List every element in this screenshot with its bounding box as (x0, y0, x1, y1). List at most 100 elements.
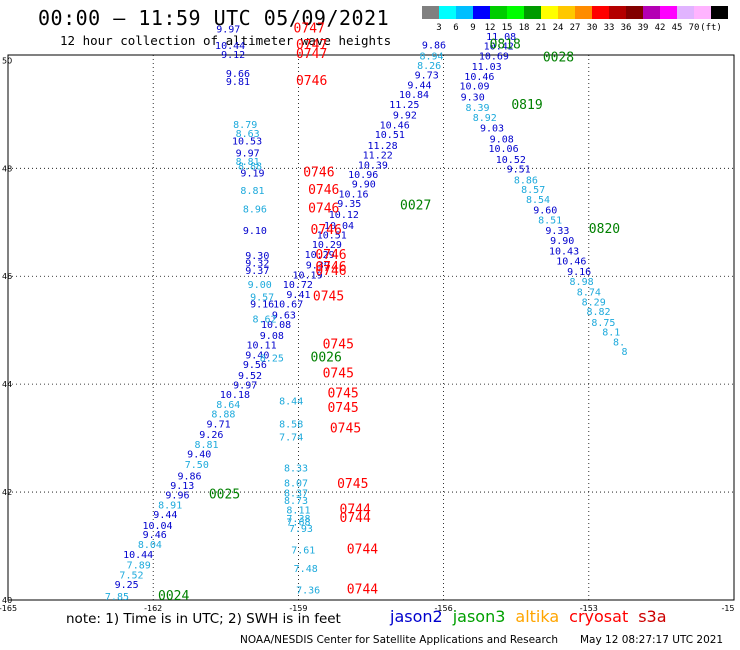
latitude-tick-label: 44 (2, 380, 12, 389)
latitude-tick-label: 50 (2, 56, 12, 65)
pass-time-label: 0025 (209, 488, 240, 503)
wave-height-value: 10.39 (358, 160, 388, 171)
color-swatch (609, 6, 626, 19)
pass-time-label: 0744 (347, 543, 378, 558)
wave-height-value: 9.10 (243, 226, 267, 237)
wave-height-value: 9.86 (178, 472, 202, 483)
wave-height-value: 8 (621, 347, 627, 358)
wave-height-value: 10.84 (399, 90, 429, 101)
generation-time: May 12 08:27:17 UTC 2021 (580, 634, 724, 646)
pass-time-label: 0747 (296, 38, 327, 53)
wave-height-value: 9.86 (422, 41, 446, 52)
wave-height-value: 9.44 (153, 510, 177, 521)
pass-time-label: 0747 (294, 21, 325, 36)
wave-height-value: 9.26 (199, 430, 223, 441)
longitude-tick-label: -15 (721, 604, 734, 613)
pass-time-label: 0819 (511, 98, 542, 113)
color-swatch (473, 6, 490, 19)
wave-height-value: 9.32 (245, 259, 269, 270)
wave-height-value: 10.52 (496, 155, 526, 166)
wave-height-value: 8.39 (465, 103, 489, 114)
color-swatch (677, 6, 694, 19)
wave-height-value: 10.44 (123, 550, 153, 561)
pass-time-label: 0745 (313, 290, 344, 305)
wave-height-value: 8.92 (473, 113, 497, 124)
color-swatch (558, 6, 575, 19)
wave-height-value: 9.51 (507, 165, 531, 176)
wave-height-value: 10.72 (283, 280, 313, 291)
wave-height-value: 9.33 (545, 226, 569, 237)
wave-height-value: 8.81 (240, 186, 264, 197)
mission-altika: altika (515, 607, 560, 626)
map-frame (7, 54, 735, 601)
wave-height-value: 9.13 (170, 481, 194, 492)
wave-height-value: 9.90 (352, 180, 376, 191)
wave-height-value: 8.86 (514, 175, 538, 186)
pass-time-label: 0818 (490, 38, 521, 53)
wave-height-value: 9.73 (415, 71, 439, 82)
pass-time-label: 0026 (311, 350, 342, 365)
wave-height-value: 10.42 (484, 42, 514, 53)
longitude-tick-label: -165 (0, 604, 17, 613)
wave-height-value: 10.44 (215, 41, 245, 52)
pass-time-label: 0024 (158, 589, 189, 604)
wave-height-value: 9.56 (243, 360, 267, 371)
latitude-tick-label: 42 (2, 488, 12, 497)
mission-legend: jason2 jason3 altika cryosat s3a (390, 607, 677, 626)
color-swatch (592, 6, 609, 19)
wave-height-value: 10.96 (348, 170, 378, 181)
map-subtitle: 12 hour collection of altimeter wave hei… (60, 33, 392, 48)
wave-height-value: 8.54 (526, 195, 550, 206)
color-scale-label: 15 (501, 23, 513, 33)
latitude-tick-label: 40 (2, 596, 12, 605)
wave-height-value: 8.62 (253, 315, 277, 326)
color-swatch (524, 6, 541, 19)
pass-time-label: 0028 (543, 50, 574, 65)
pass-time-label: 0745 (327, 401, 358, 416)
wave-height-value: 7.61 (291, 546, 315, 557)
map-title: 00:00 – 11:59 UTC 05/09/2021 (38, 6, 390, 30)
longitude-tick-label: -159 (289, 604, 307, 613)
units-note: note: 1) Time is in UTC; 2) SWH is in fe… (66, 611, 341, 627)
wave-height-value: 10.08 (261, 320, 291, 331)
mission-cryosat: cryosat (569, 607, 629, 626)
wave-height-value: 9.97 (216, 24, 240, 35)
wave-height-value: 8.29 (582, 297, 606, 308)
wave-height-value: 9.37 (245, 266, 269, 277)
wave-height-value: 9.00 (248, 280, 272, 291)
wave-height-value: 9.57 (250, 293, 274, 304)
color-scale-label: 9 (470, 23, 476, 33)
color-swatch (422, 6, 439, 19)
wave-height-value: 11.28 (368, 141, 398, 152)
mission-s3a: s3a (638, 607, 667, 626)
wave-height-value: 7.89 (127, 561, 151, 572)
wave-height-value: 9.44 (407, 80, 431, 91)
pass-time-label: 0746 (303, 165, 334, 180)
credit-text: NOAA/NESDIS Center for Satellite Applica… (240, 634, 558, 646)
wave-height-value: 8.94 (420, 51, 444, 62)
wave-height-value: 8.75 (591, 318, 615, 329)
pass-time-label: 0744 (340, 511, 371, 526)
wave-height-value: 7.74 (279, 432, 303, 443)
wave-height-value: 9.60 (533, 206, 557, 217)
color-scale-label: 33 (603, 23, 615, 33)
wave-height-value: 10.69 (479, 51, 509, 62)
color-swatch (456, 6, 473, 19)
wave-height-value: 8.81 (194, 440, 218, 451)
wave-height-value: 9.90 (550, 236, 574, 247)
wave-height-value: 10.19 (292, 270, 322, 281)
pass-time-label: 0747 (296, 47, 327, 62)
wave-height-value: 10.43 (549, 247, 579, 258)
wave-height-value: 9.30 (245, 251, 269, 262)
color-scale-label: 24 (552, 23, 564, 33)
wave-height-value: 10.46 (464, 72, 494, 83)
color-swatch (541, 6, 558, 19)
wave-height-value: 10.51 (375, 130, 405, 141)
wave-height-value: 9.08 (260, 331, 284, 342)
wave-height-value: 9.63 (272, 310, 296, 321)
wave-height-value: 9.92 (393, 111, 417, 122)
wave-height-value: 9.40 (187, 450, 211, 461)
wave-height-value: 11.08 (486, 32, 516, 43)
wave-height-value: 10.12 (329, 210, 359, 221)
wave-height-value: 9.25 (115, 580, 139, 591)
